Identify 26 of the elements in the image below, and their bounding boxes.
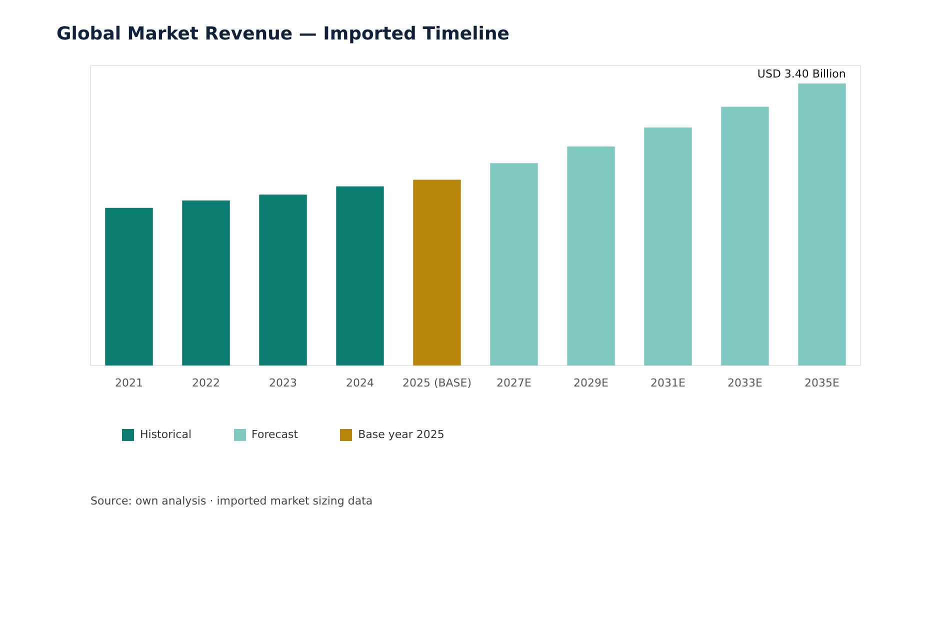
x-tick-label: 2033E — [728, 376, 763, 390]
bar — [490, 163, 538, 366]
legend-label: Historical — [140, 428, 192, 441]
bar — [336, 186, 384, 366]
data-label: USD 3.40 Billion — [757, 68, 846, 80]
x-tick-label: 2035E — [804, 376, 840, 390]
bar — [105, 208, 153, 366]
chart-title: Global Market Revenue — Imported Timeline — [56, 24, 510, 44]
bar — [413, 180, 461, 366]
x-tick-label: 2025 (BASE) — [402, 376, 472, 390]
source-note: Source: own analysis · imported market sizing data — [90, 494, 373, 508]
bar — [182, 200, 230, 366]
bar — [798, 84, 846, 366]
x-tick-label: 2023 — [269, 376, 298, 390]
bar — [567, 146, 615, 366]
x-tick-label: 2027E — [496, 376, 532, 390]
x-tick-label: 2031E — [650, 376, 686, 390]
legend-label: Forecast — [252, 428, 298, 441]
bar — [259, 194, 307, 366]
x-tick-label: 2022 — [192, 376, 220, 390]
x-tick-label: 2021 — [115, 376, 144, 390]
bar — [644, 127, 692, 366]
legend-label: Base year 2025 — [358, 428, 444, 441]
x-tick-label: 2029E — [574, 376, 609, 390]
bar — [721, 106, 769, 366]
x-tick-label: 2024 — [346, 376, 374, 390]
